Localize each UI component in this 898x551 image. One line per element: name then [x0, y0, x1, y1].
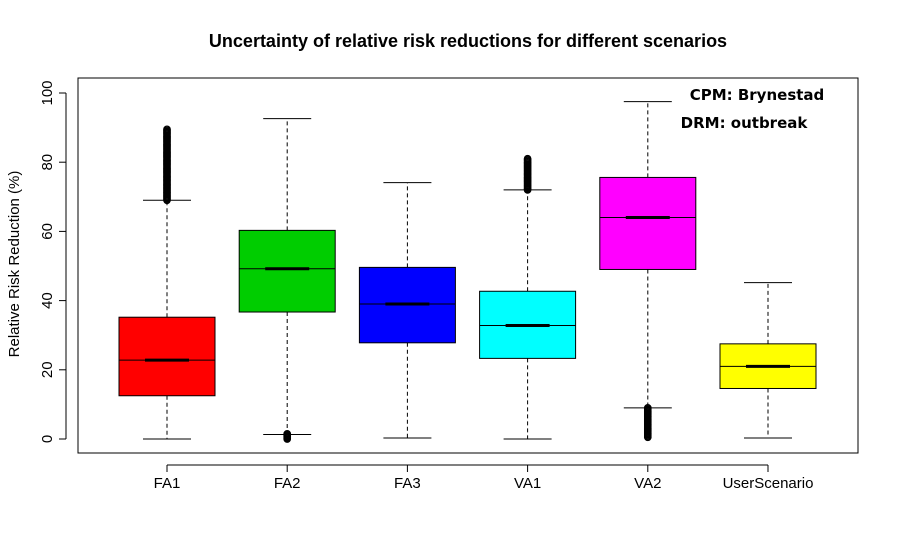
- outlier-point: [523, 154, 532, 163]
- iqr-box: [238, 229, 336, 313]
- x-tick-label: FA3: [394, 475, 421, 492]
- box-group: [719, 282, 817, 439]
- y-tick-label: 0: [39, 435, 56, 443]
- boxes-layer: [118, 101, 817, 443]
- y-tick-label: 80: [39, 154, 56, 171]
- outlier-point: [283, 429, 292, 438]
- x-tick-label: FA1: [154, 475, 181, 492]
- y-axis-label: Relative Risk Reduction (%): [6, 171, 23, 358]
- outlier-point: [163, 125, 171, 134]
- y-axis: 0 20 40 60 80 100: [39, 80, 67, 443]
- box-group: [238, 118, 336, 443]
- y-tick-label: 60: [39, 223, 56, 240]
- x-axis: FA1 FA2 FA3 VA1 VA2 UserScenario: [154, 464, 814, 492]
- box-group: [358, 182, 456, 439]
- box-group: [599, 101, 697, 442]
- x-tick-label: UserScenario: [723, 475, 814, 492]
- annotation-cpm: CPM: Brynestad: [690, 86, 825, 104]
- x-tick-label: VA2: [634, 475, 661, 492]
- iqr-box: [118, 316, 216, 397]
- iqr-box: [358, 266, 456, 344]
- y-tick-label: 100: [39, 80, 56, 105]
- iqr-box: [599, 176, 697, 270]
- box-group: [118, 125, 216, 440]
- x-tick-label: FA2: [274, 475, 301, 492]
- chart-title: Uncertainty of relative risk reductions …: [209, 31, 727, 51]
- y-tick-label: 40: [39, 292, 56, 309]
- outlier-point: [643, 404, 652, 412]
- annotation-drm: DRM: outbreak: [681, 114, 809, 132]
- y-tick-label: 20: [39, 361, 56, 378]
- plot-frame: [77, 77, 859, 454]
- x-tick-label: VA1: [514, 475, 541, 492]
- box-group: [479, 154, 577, 440]
